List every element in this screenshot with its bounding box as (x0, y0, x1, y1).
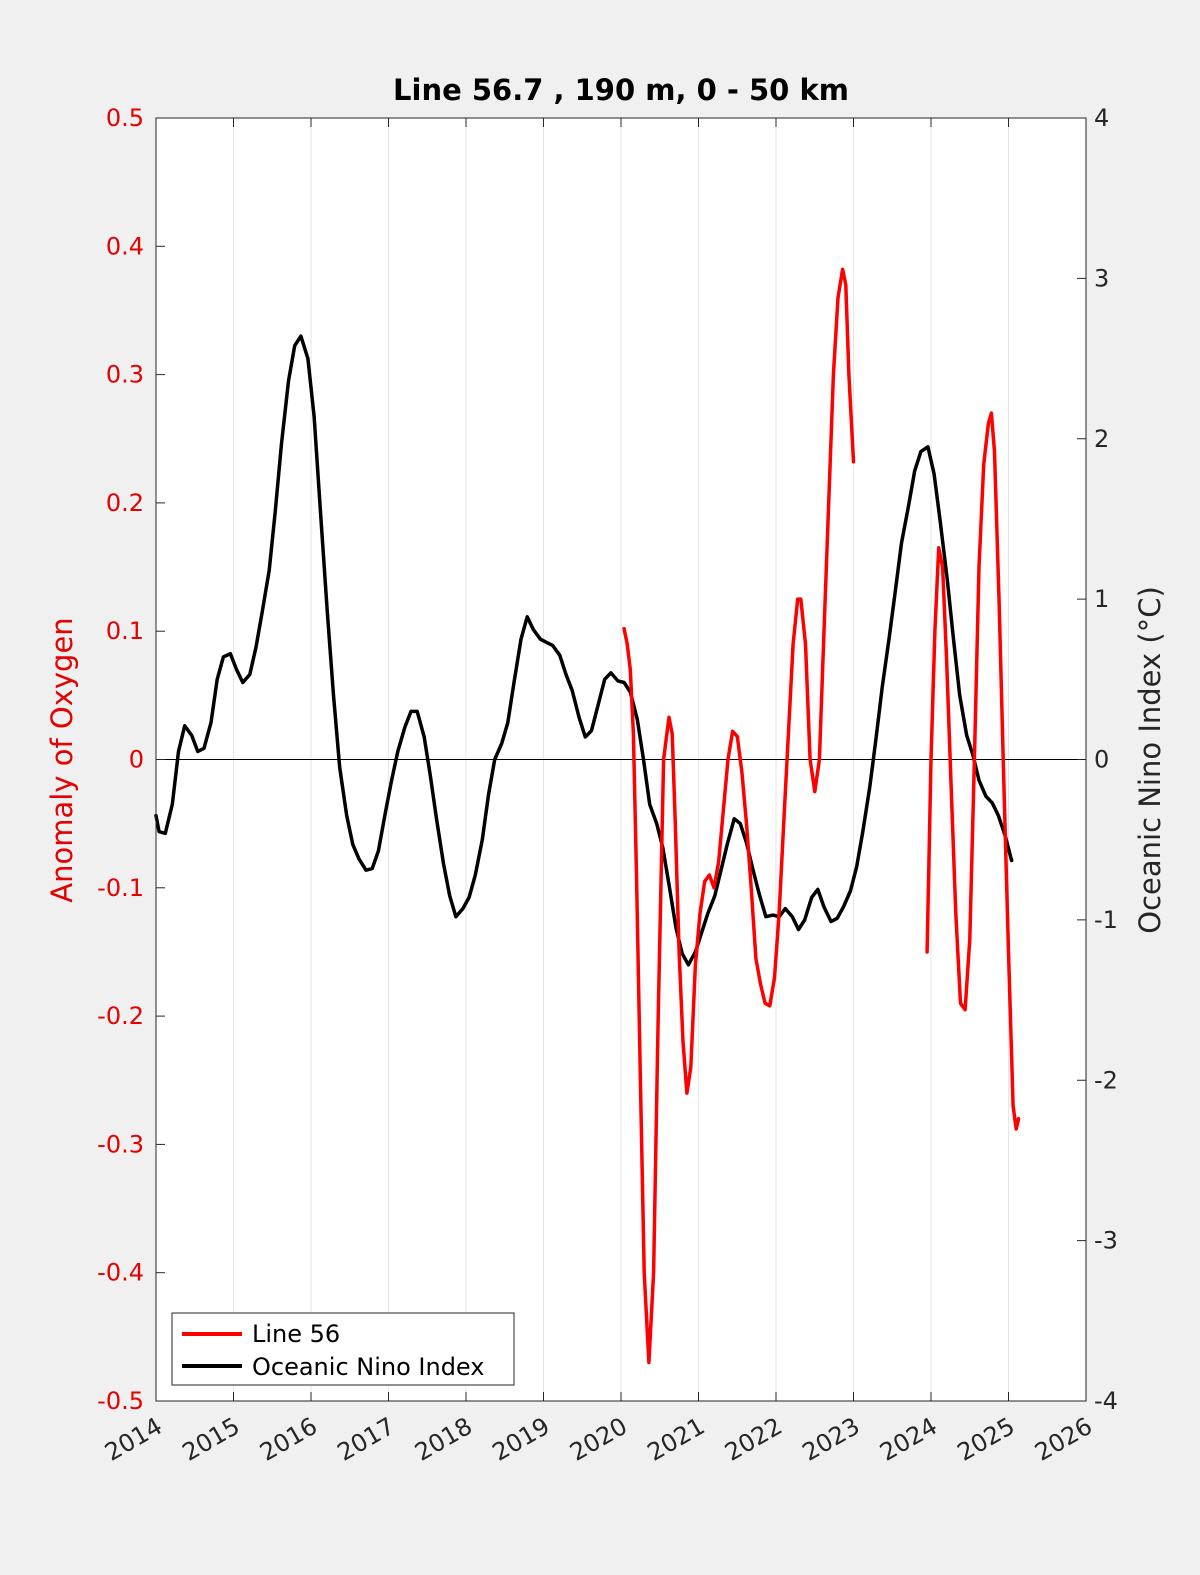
right-tick-label-2: 2 (1094, 425, 1109, 453)
left-tick-label--0.2: -0.2 (97, 1002, 144, 1030)
series-line-oni-segment-0 (154, 334, 1014, 967)
legend-label-line-56: Line 56 (252, 1320, 340, 1348)
right-tick-label-4: 4 (1094, 104, 1109, 132)
right-tick-label-0: 0 (1094, 746, 1109, 774)
right-tick-label--2: -2 (1094, 1066, 1118, 1094)
left-tick-label--0.1: -0.1 (97, 874, 144, 902)
left-tick-label-0.1: 0.1 (106, 617, 144, 645)
right-tick-label--3: -3 (1094, 1227, 1118, 1255)
legend-label-oni: Oceanic Nino Index (252, 1353, 484, 1381)
right-tick-label--1: -1 (1094, 906, 1118, 934)
right-axis-label: Oceanic Nino Index (°C) (1133, 586, 1167, 934)
left-tick-label--0.3: -0.3 (97, 1130, 144, 1158)
left-tick-label--0.4: -0.4 (97, 1259, 144, 1287)
legend-box (171, 1312, 515, 1386)
left-tick-label-0: 0 (129, 746, 144, 774)
legend: Line 56 Oceanic Nino Index (171, 1312, 515, 1386)
series-layer (154, 267, 1021, 1365)
left-axis-label: Anomaly of Oxygen (45, 617, 79, 902)
left-tick-label-0.5: 0.5 (106, 104, 144, 132)
left-tick-label-0.2: 0.2 (106, 489, 144, 517)
right-tick-label--4: -4 (1094, 1387, 1118, 1415)
series-line-line-56-segment-1 (925, 411, 1021, 1131)
left-tick-label-0.4: 0.4 (106, 232, 144, 260)
right-tick-label-3: 3 (1094, 264, 1109, 292)
left-tick-label--0.5: -0.5 (97, 1387, 144, 1415)
left-tick-label-0.3: 0.3 (106, 361, 144, 389)
left-axis-ticks: -0.5 -0.4 -0.3 -0.2 -0.1 0 0.1 0.2 0.3 0.4 0.5 (97, 104, 165, 1415)
right-axis-ticks: -4 -3 -2 -1 0 1 2 3 4 (1077, 104, 1118, 1415)
chart-title: Line 56.7 , 190 m, 0 - 50 km (393, 73, 849, 107)
right-tick-label-1: 1 (1094, 585, 1109, 613)
series-line-line-56-segment-0 (622, 267, 856, 1365)
